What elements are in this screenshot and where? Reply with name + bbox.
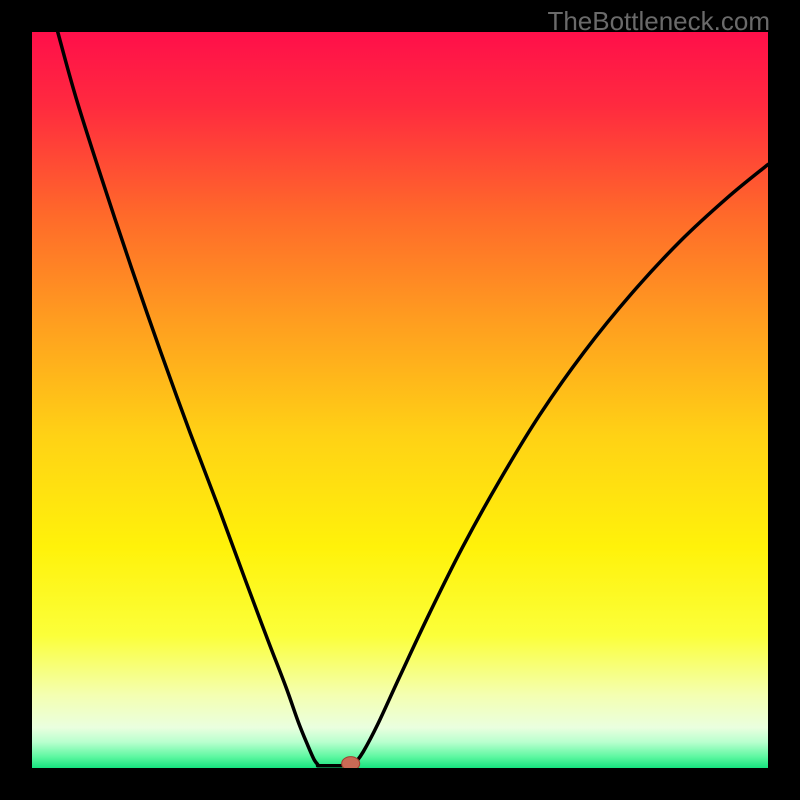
bottleneck-chart: TheBottleneck.com bbox=[0, 0, 800, 800]
plot-area bbox=[32, 32, 768, 768]
curve-layer bbox=[32, 32, 768, 768]
bottleneck-curve-path bbox=[58, 32, 768, 766]
watermark-text: TheBottleneck.com bbox=[547, 6, 770, 37]
bottleneck-marker bbox=[342, 757, 360, 768]
